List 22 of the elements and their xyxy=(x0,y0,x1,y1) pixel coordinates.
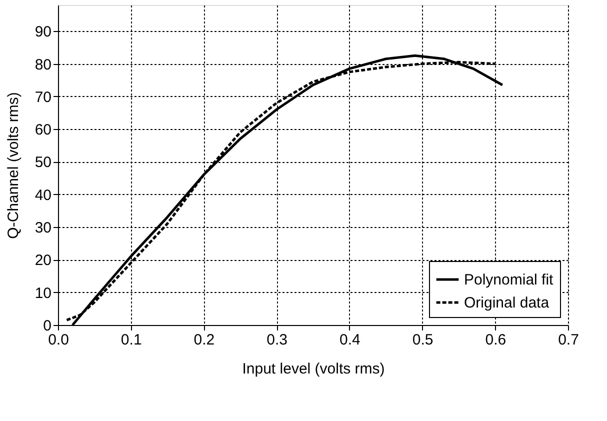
x-tick-label: 0.2 xyxy=(194,332,215,348)
y-tick-label: 50 xyxy=(34,154,52,172)
x-tick-label: 0.4 xyxy=(340,332,360,348)
y-tick-label: 30 xyxy=(34,220,52,237)
y-tick-label: 0 xyxy=(43,318,52,334)
legend-label: Original data xyxy=(464,294,550,312)
x-tick-label: 0.6 xyxy=(485,332,506,348)
y-tick-label: 60 xyxy=(34,122,52,139)
x-axis-title: Input level (volts rms) xyxy=(242,360,385,378)
y-tick-label: 40 xyxy=(34,186,52,204)
y-tick-label: 90 xyxy=(34,24,52,41)
x-tick-label: 0.1 xyxy=(120,332,142,348)
y-tick-label: 80 xyxy=(34,56,52,74)
y-tick-label: 20 xyxy=(34,252,52,270)
y-axis-title: Q-Channel (volts rms) xyxy=(4,92,22,239)
legend-label: Polynomial fit xyxy=(464,272,554,288)
x-tick-label: 0.7 xyxy=(558,332,579,348)
x-tick-label: 0.3 xyxy=(266,332,288,348)
x-tick-label: 0.0 xyxy=(48,332,69,348)
x-tick-label: 0.5 xyxy=(412,332,434,348)
y-tick-label: 10 xyxy=(34,284,52,302)
y-tick-label: 70 xyxy=(34,88,52,106)
